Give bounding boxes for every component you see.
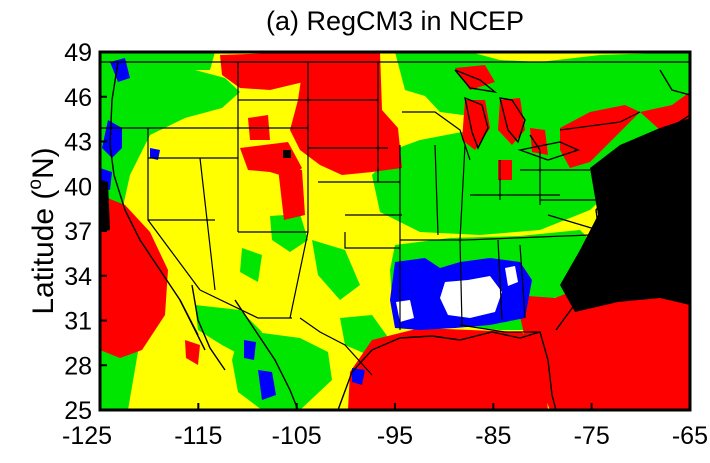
map-title: (a) RegCM3 in NCEP	[266, 6, 524, 36]
white-regions	[396, 266, 518, 322]
map-plot-area	[100, 52, 690, 410]
x-axis: -125 -115 -105 -95 -85 -75 -65	[62, 403, 708, 450]
y-axis-label-superscript: o	[25, 179, 46, 190]
y-axis-label: Latitude (oN)	[25, 147, 60, 314]
black-regions	[100, 118, 690, 312]
coastlines	[109, 61, 690, 410]
x-tick-label: -115	[174, 422, 222, 450]
x-tick-label: -95	[377, 422, 413, 450]
x-tick-label: -85	[475, 422, 511, 450]
y-tick-label: 49	[64, 39, 92, 67]
x-tick-label: -75	[574, 422, 610, 450]
y-tick-label: 31	[64, 308, 92, 336]
x-tick-label: -65	[672, 422, 708, 450]
y-tick-label: 28	[64, 352, 92, 380]
y-tick-label: 40	[64, 173, 92, 201]
y-tick-label: 37	[64, 218, 92, 246]
x-tick-label: -125	[62, 422, 112, 450]
y-axis-label-suffix: N)	[27, 147, 60, 179]
y-tick-label: 25	[64, 397, 92, 425]
state-boundaries	[100, 61, 690, 376]
y-axis: 49 46 43 40 37 34 31 28 25	[64, 39, 107, 425]
y-axis-label-prefix: Latitude (	[27, 190, 60, 315]
y-tick-label: 46	[64, 84, 92, 112]
y-tick-label: 43	[64, 129, 92, 157]
x-tick-label: -105	[272, 422, 322, 450]
y-tick-label: 34	[64, 263, 92, 291]
